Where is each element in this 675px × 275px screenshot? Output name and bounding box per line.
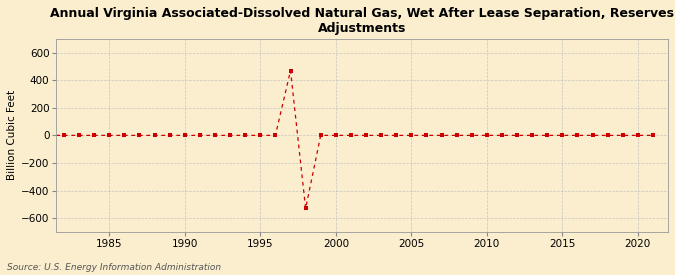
Title: Annual Virginia Associated-Dissolved Natural Gas, Wet After Lease Separation, Re: Annual Virginia Associated-Dissolved Nat… (50, 7, 674, 35)
Y-axis label: Billion Cubic Feet: Billion Cubic Feet (7, 90, 17, 180)
Text: Source: U.S. Energy Information Administration: Source: U.S. Energy Information Administ… (7, 263, 221, 272)
